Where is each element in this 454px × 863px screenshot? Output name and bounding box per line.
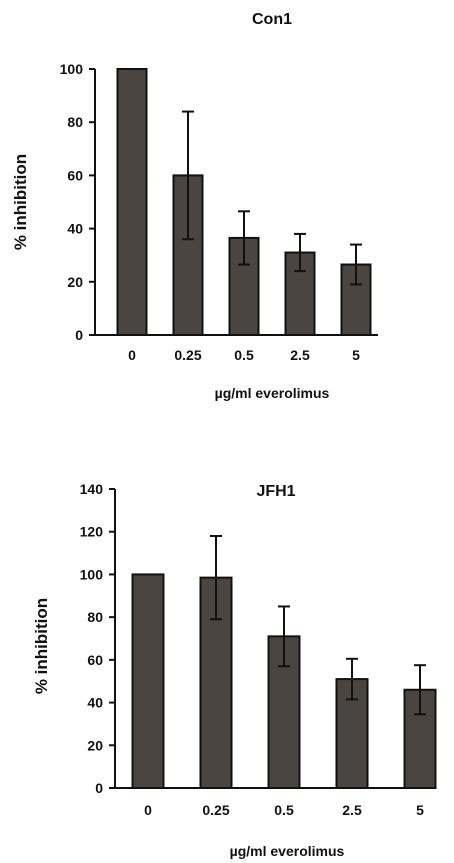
x-axis-label: µg/ml everolimus (215, 385, 330, 401)
x-tick-label: 5 (416, 802, 424, 818)
y-tick-label: 120 (80, 524, 104, 540)
con1-chart: Con1 % inhibition µg/ml everolimus 0 20 40… (11, 11, 378, 401)
x-tick-label: 2.5 (290, 347, 310, 363)
plot-area: 0 20 40 60 80 100 120 140 0 0.25 0.5 2.5 5 (80, 481, 437, 818)
bar (403, 688, 437, 789)
y-tick-label: 20 (67, 274, 83, 290)
bar (284, 251, 316, 336)
x-tick-label: 0.5 (274, 802, 294, 818)
x-tick-label: 2.5 (342, 802, 362, 818)
jfh1-chart: JFH1 % inhibition µg/ml everolimus 0 20 40… (32, 481, 437, 859)
y-tick-label: 60 (87, 652, 103, 668)
y-axis-label: % inhibition (11, 154, 30, 250)
y-tick-label: 20 (87, 737, 103, 753)
x-tick-label: 0.5 (234, 347, 254, 363)
y-tick-label: 40 (67, 221, 83, 237)
x-tick-label: 5 (352, 347, 360, 363)
y-tick-label: 80 (87, 609, 103, 625)
x-tick-label: 0.25 (174, 347, 201, 363)
y-tick-label: 100 (60, 61, 84, 77)
chart-title: JFH1 (256, 483, 295, 500)
bar (131, 573, 165, 789)
y-tick-label: 0 (75, 327, 83, 343)
y-tick-label: 140 (80, 481, 104, 497)
y-tick-label: 80 (67, 114, 83, 130)
x-axis-label: µg/ml everolimus (230, 843, 345, 859)
y-tick-label: 100 (80, 566, 104, 582)
y-tick-label: 0 (95, 780, 103, 796)
chart-title: Con1 (252, 11, 292, 28)
y-tick-label: 60 (67, 167, 83, 183)
x-tick-label: 0.25 (202, 802, 229, 818)
plot-area: 0 20 40 60 80 100 0 0.25 0.5 2.5 5 (60, 61, 378, 363)
x-tick-label: 0 (128, 347, 136, 363)
y-axis-label: % inhibition (32, 598, 51, 694)
x-tick-label: 0 (144, 802, 152, 818)
bar (116, 68, 148, 336)
y-tick-label: 40 (87, 695, 103, 711)
